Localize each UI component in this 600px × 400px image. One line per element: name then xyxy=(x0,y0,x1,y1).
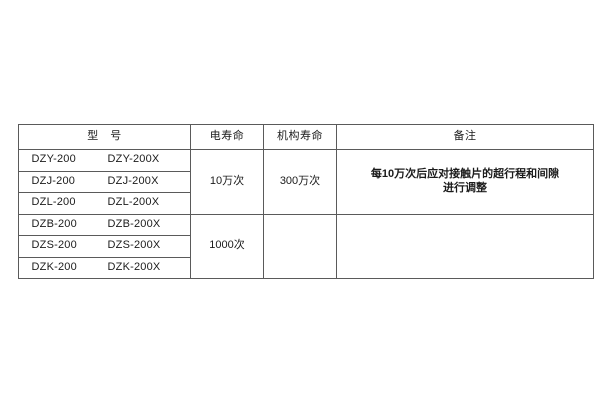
table-row: DZJ-200 DZJ-200X xyxy=(18,170,594,193)
remarks-line-2: 进行调整 xyxy=(443,181,487,194)
model-code-variant: DZB-200X xyxy=(107,217,161,230)
model-code-primary: DZY-200 xyxy=(31,153,76,166)
model-code-primary: DZL-200 xyxy=(31,196,76,209)
cell-mechanical-life-lower xyxy=(263,213,337,279)
model-code-primary: DZS-200 xyxy=(31,239,77,252)
table-row: DZB-200 DZB-200X 1000次 xyxy=(18,213,594,279)
remarks-line-1: 每10万次后应对接触片的超行程和间隙 xyxy=(370,168,560,180)
cell-model: DZS-200 DZS-200X xyxy=(18,235,191,258)
table-row: DZS-200 DZS-200X xyxy=(18,235,594,258)
column-header-electrical-life: 电寿命 xyxy=(190,124,264,150)
table-body: DZY-200 DZY-200X 10万次 300万次 每10万次后应对接触片的超… xyxy=(18,149,594,279)
column-header-mechanical-life: 机构寿命 xyxy=(263,124,337,150)
cell-mechanical-life-upper: 300万次 xyxy=(263,149,337,215)
model-code-primary: DZB-200 xyxy=(31,217,77,230)
cell-remarks-upper: 每10万次后应对接触片的超行程和间隙 进行调整 xyxy=(336,149,594,215)
model-code-primary: DZK-200 xyxy=(31,260,77,273)
cell-model: DZK-200 DZK-200X xyxy=(18,256,191,279)
cell-model: DZB-200 DZB-200X xyxy=(18,213,191,236)
table-row: DZY-200 DZY-200X 10万次 300万次 每10万次后应对接触片的超… xyxy=(18,149,594,215)
model-code-variant: DZK-200X xyxy=(107,260,161,273)
table-header-row: 型 号 电寿命 机构寿命 备注 xyxy=(18,124,594,150)
model-code-variant: DZY-200X xyxy=(107,153,160,166)
cell-electrical-life-upper: 10万次 xyxy=(190,149,264,215)
cell-model: DZL-200 DZL-200X xyxy=(18,192,191,215)
column-header-model: 型 号 xyxy=(18,124,191,150)
model-code-variant: DZL-200X xyxy=(107,196,160,209)
model-code-variant: DZJ-200X xyxy=(107,174,159,187)
column-header-remarks: 备注 xyxy=(336,124,594,150)
table-header: 型 号 电寿命 机构寿命 备注 xyxy=(18,124,594,150)
model-code-primary: DZJ-200 xyxy=(31,174,76,187)
cell-model: DZY-200 DZY-200X xyxy=(18,149,191,172)
cell-electrical-life-lower: 1000次 xyxy=(190,213,264,279)
cell-model: DZJ-200 DZJ-200X xyxy=(18,170,191,193)
cell-remarks-lower xyxy=(336,213,594,279)
table-row: DZK-200 DZK-200X xyxy=(18,256,594,279)
relay-life-specification-table: 型 号 电寿命 机构寿命 备注 DZY-200 DZY-200X 10万次 300… xyxy=(18,124,594,279)
model-code-variant: DZS-200X xyxy=(107,239,161,252)
table-row: DZL-200 DZL-200X xyxy=(18,192,594,215)
